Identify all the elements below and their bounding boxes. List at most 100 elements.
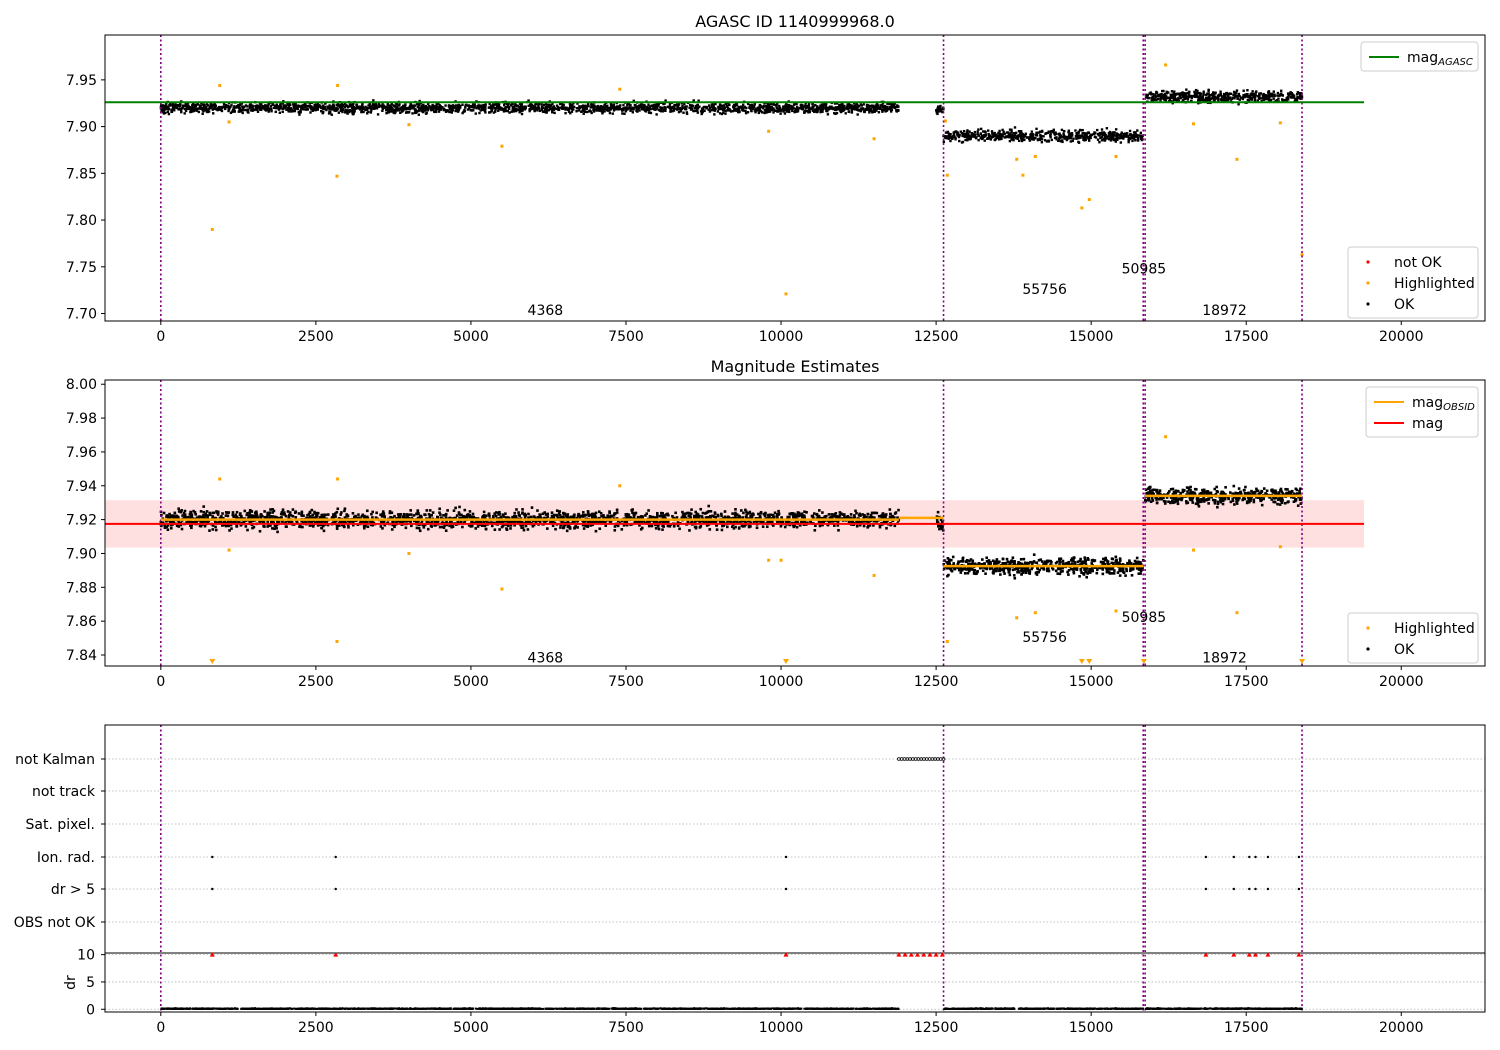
- ok-point: [316, 524, 320, 527]
- ok-point: [872, 106, 876, 109]
- ok-point: [1242, 89, 1245, 92]
- ok-point: [817, 514, 821, 518]
- ok-point: [723, 106, 726, 110]
- ok-point: [600, 107, 603, 110]
- ok-point: [649, 111, 653, 115]
- ok-point: [954, 138, 957, 141]
- ok-point: [768, 514, 772, 517]
- ok-point: [615, 105, 619, 108]
- ok-point: [191, 102, 195, 106]
- ok-point: [830, 106, 834, 109]
- ok-point: [418, 109, 421, 112]
- ok-point: [251, 107, 254, 111]
- ok-point: [445, 523, 449, 527]
- ok-point: [292, 104, 295, 108]
- ok-point: [537, 107, 541, 110]
- ok-point: [241, 111, 244, 115]
- ok-point: [600, 514, 603, 518]
- ok-point: [1060, 128, 1064, 132]
- ok-point: [417, 103, 421, 107]
- ok-point: [868, 111, 871, 114]
- ok-point: [459, 520, 463, 524]
- ok-point: [197, 107, 200, 110]
- ok-point: [300, 510, 304, 514]
- ok-point: [681, 510, 684, 514]
- ok-point: [723, 108, 726, 112]
- ok-point: [759, 105, 762, 109]
- ok-point: [518, 111, 521, 114]
- highlighted-point: [784, 292, 788, 296]
- ok-point: [786, 515, 790, 519]
- ok-point: [622, 104, 625, 107]
- ok-point: [1230, 97, 1234, 101]
- ok-point: [609, 105, 613, 109]
- ok-point: [1211, 97, 1214, 100]
- ok-point: [670, 109, 674, 113]
- ok-point: [360, 514, 364, 518]
- ok-point: [843, 516, 847, 520]
- ok-point: [843, 515, 846, 518]
- ok-point: [499, 516, 503, 519]
- ok-point: [335, 524, 339, 527]
- ok-point: [497, 103, 501, 106]
- ok-point: [707, 520, 711, 523]
- ok-point: [281, 508, 285, 512]
- ok-point: [890, 514, 894, 518]
- ok-point: [694, 519, 697, 523]
- ok-point: [1000, 133, 1004, 136]
- ok-point: [1246, 89, 1249, 92]
- ok-point: [254, 108, 257, 111]
- ok-point: [461, 103, 464, 107]
- ok-point: [249, 103, 252, 106]
- ok-point: [369, 107, 372, 110]
- ok-point: [482, 510, 486, 514]
- ok-point: [1013, 134, 1017, 137]
- ok-point: [1127, 140, 1130, 144]
- ok-point: [1096, 138, 1100, 141]
- ok-point: [369, 523, 373, 527]
- ok-point: [548, 103, 551, 106]
- ok-point: [423, 523, 427, 527]
- ok-point: [688, 106, 691, 109]
- ok-point: [177, 521, 181, 525]
- ok-point: [417, 511, 420, 515]
- ok-point: [208, 529, 211, 532]
- ok-point: [1077, 141, 1081, 144]
- ok-point: [473, 103, 476, 106]
- ok-point: [555, 104, 559, 107]
- ok-point: [671, 105, 675, 109]
- ok-point: [892, 103, 896, 107]
- ok-point: [315, 105, 319, 108]
- ok-point: [281, 107, 285, 111]
- ok-point: [1262, 92, 1265, 96]
- ok-point: [888, 102, 892, 106]
- ok-point: [386, 102, 389, 105]
- ok-point: [400, 106, 403, 109]
- ok-point: [224, 511, 228, 514]
- ok-point: [1023, 138, 1026, 141]
- ok-point: [166, 107, 169, 111]
- ok-point: [788, 515, 791, 519]
- ok-point: [238, 104, 242, 107]
- ok-point: [501, 513, 505, 517]
- ok-point: [372, 106, 375, 109]
- ok-point: [650, 524, 654, 528]
- ok-point: [696, 109, 699, 112]
- ok-point: [1067, 130, 1070, 134]
- ok-point: [815, 110, 819, 114]
- ok-point: [897, 105, 900, 108]
- ok-point: [802, 106, 805, 109]
- ok-point: [760, 105, 764, 108]
- ok-point: [1181, 95, 1184, 98]
- ok-point: [335, 526, 339, 529]
- ok-point: [862, 103, 865, 106]
- ok-point: [1264, 95, 1267, 98]
- ok-point: [840, 103, 844, 106]
- ok-point: [624, 107, 627, 110]
- ok-point: [241, 105, 244, 108]
- ok-point: [427, 103, 430, 106]
- ok-point: [280, 105, 283, 108]
- ok-point: [1030, 133, 1033, 136]
- ok-point: [938, 106, 941, 110]
- ok-point: [655, 113, 658, 116]
